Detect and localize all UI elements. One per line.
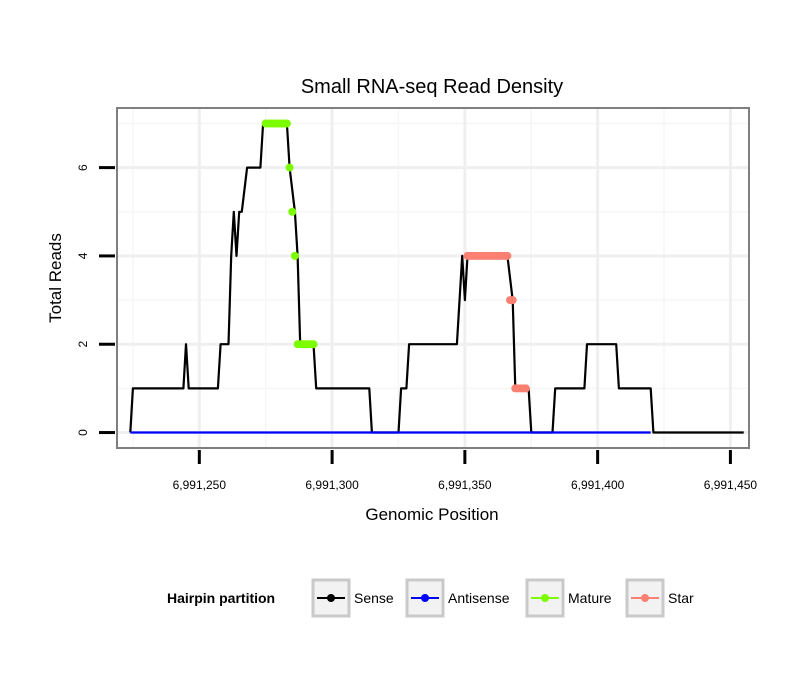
star-point bbox=[521, 384, 530, 393]
legend-key-point bbox=[641, 594, 649, 602]
series-line-sense bbox=[129, 122, 744, 434]
mature-point bbox=[309, 340, 318, 349]
x-tick-label: 6,991,350 bbox=[438, 478, 492, 492]
legend-label: Antisense bbox=[448, 590, 510, 606]
legend-key-point bbox=[541, 594, 549, 602]
star-point bbox=[508, 296, 517, 305]
x-tick-label: 6,991,450 bbox=[704, 478, 758, 492]
legend-label: Star bbox=[668, 590, 694, 606]
y-tick-label: 2 bbox=[76, 341, 90, 348]
legend-title: Hairpin partition bbox=[167, 590, 275, 606]
legend-key-point bbox=[327, 594, 335, 602]
x-tick-label: 6,991,400 bbox=[571, 478, 625, 492]
plot-panel-border bbox=[116, 107, 750, 449]
mature-point bbox=[290, 251, 299, 260]
x-axis: 6,991,250 6,991,300 6,991,350 6,991,400 6,99… bbox=[173, 450, 758, 492]
x-tick-label: 6,991,250 bbox=[173, 478, 227, 492]
y-axis: 0 2 4 6 bbox=[76, 164, 115, 436]
series-layer bbox=[129, 119, 744, 434]
x-tick-label: 6,991,300 bbox=[305, 478, 359, 492]
y-tick-label: 0 bbox=[76, 429, 90, 436]
x-axis-title: Genomic Position bbox=[365, 505, 498, 524]
y-tick-label: 4 bbox=[76, 252, 90, 259]
grid-lines bbox=[117, 108, 749, 448]
y-axis-title: Total Reads bbox=[46, 233, 65, 323]
legend-key-point bbox=[421, 594, 429, 602]
star-point bbox=[503, 251, 512, 260]
y-tick-label: 6 bbox=[76, 164, 90, 171]
legend-label: Mature bbox=[568, 590, 612, 606]
mature-point bbox=[282, 119, 291, 128]
legend-label: Sense bbox=[354, 590, 394, 606]
legend: Hairpin partition Sense Antisense Mature St… bbox=[167, 578, 694, 618]
mature-point bbox=[288, 207, 297, 216]
mature-point bbox=[285, 163, 294, 172]
chart-title: Small RNA-seq Read Density bbox=[301, 76, 563, 98]
